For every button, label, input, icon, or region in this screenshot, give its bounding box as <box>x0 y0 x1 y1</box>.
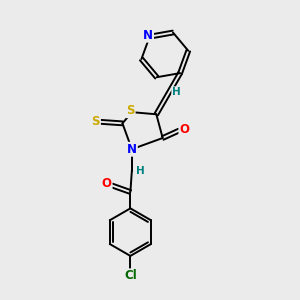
Text: H: H <box>172 87 181 97</box>
Text: S: S <box>92 116 100 128</box>
Text: O: O <box>102 178 112 190</box>
Text: Cl: Cl <box>124 269 137 282</box>
Text: N: N <box>127 143 137 156</box>
Text: H: H <box>136 166 145 176</box>
Text: N: N <box>143 29 153 42</box>
Text: S: S <box>126 104 135 117</box>
Text: O: O <box>179 123 189 136</box>
